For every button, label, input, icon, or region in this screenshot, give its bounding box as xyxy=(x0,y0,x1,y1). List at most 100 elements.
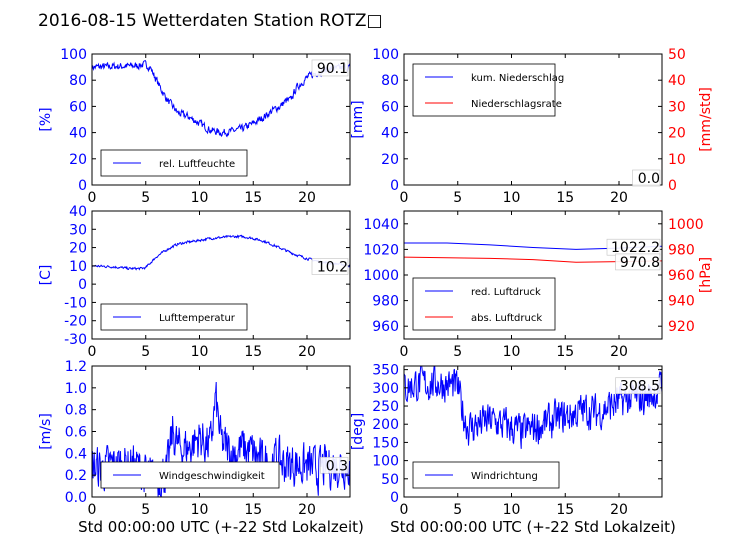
value-annotation-temperature: 10.2 xyxy=(317,259,348,275)
y-tick-label-pressure: 980 xyxy=(372,294,399,310)
y-tick-label-pressure: 1020 xyxy=(363,242,399,258)
series-line-winddirection-0 xyxy=(404,366,662,449)
y-tick-label-temperature: 40 xyxy=(69,204,87,220)
axes-frame-temperature xyxy=(91,210,351,340)
x-tick-label-precipitation: 20 xyxy=(610,190,628,206)
y-tick-label-precipitation: 80 xyxy=(381,73,399,89)
x-tick-label-windspeed: 15 xyxy=(244,502,262,518)
x-tick-label-temperature: 15 xyxy=(244,344,262,360)
y-tick-label-precipitation: 20 xyxy=(381,152,399,168)
value-badge-humidity xyxy=(311,59,349,77)
panel-pressure: 0 5 10 15 20 960 980 1000 1020 1040 920 940 960 980 10… xyxy=(363,210,714,360)
y-axis-label-right-pressure: [hPa] xyxy=(698,257,714,293)
legend-precipitation xyxy=(412,63,556,117)
y-tick-label-winddirection: 50 xyxy=(381,472,399,488)
y-tick-label-precipitation: 40 xyxy=(381,126,399,142)
x-tick-label-winddirection: 0 xyxy=(400,502,409,518)
x-tick-label-temperature: 5 xyxy=(141,344,150,360)
panel-winddirection: 0 5 10 15 20050100150200250300350[deg]Windri… xyxy=(350,363,663,518)
y-tick-label-pressure: 960 xyxy=(372,319,399,335)
x-tick-label-humidity: 20 xyxy=(298,190,316,206)
x-tick-label-windspeed: 10 xyxy=(191,502,209,518)
x-tick-label-windspeed: 5 xyxy=(141,502,150,518)
legend-label-pressure: abs. Luftdruck xyxy=(471,313,542,324)
y-tick-label-windspeed: 0.4 xyxy=(65,446,87,462)
value-badge-windspeed xyxy=(320,456,349,474)
y-tick-label-windspeed: 0.2 xyxy=(65,468,87,484)
x-tick-label-precipitation: 15 xyxy=(556,190,574,206)
value-annotation-precipitation: 0.0 xyxy=(638,171,660,187)
axes-frame-precipitation xyxy=(403,53,663,186)
figure-title: 2016-08-15 Wetterdaten Station ROTZ□ xyxy=(38,11,383,31)
y-axis-label-humidity: [%] xyxy=(38,107,54,131)
series-line-temperature-0 xyxy=(92,234,350,271)
x-tick-label-pressure: 5 xyxy=(453,344,462,360)
y-tick-label-temperature: -30 xyxy=(64,332,87,348)
y-tick-label-pressure: 1040 xyxy=(363,217,399,233)
x-tick-label-winddirection: 10 xyxy=(503,502,521,518)
y-tick-label-windspeed: 1.0 xyxy=(65,381,87,397)
y-tick-label-humidity: 20 xyxy=(69,152,87,168)
x-tick-label-windspeed: 20 xyxy=(298,502,316,518)
legend-label-pressure: red. Luftdruck xyxy=(471,287,541,298)
x-tick-label-winddirection: 20 xyxy=(610,502,628,518)
legend-label-humidity: rel. Luftfeuchte xyxy=(159,159,235,170)
series-line-windspeed-0 xyxy=(92,381,350,497)
value-annotation-windspeed: 0.3 xyxy=(326,458,348,474)
panel-humidity: 0 5 10 15 20 0 20 40 60 80 100 [%] rel. Luftfeuchte 9… xyxy=(38,47,351,206)
y-tick-right-label-precipitation: 30 xyxy=(668,99,686,115)
x-axis-label-left: Std 00:00:00 UTC (+-22 Std Lokalzeit) xyxy=(78,518,364,536)
y-axis-label-windspeed: [m/s] xyxy=(38,413,54,450)
y-tick-right-label-pressure: 940 xyxy=(668,294,695,310)
y-tick-label-temperature: 0 xyxy=(78,277,87,293)
y-tick-right-label-precipitation: 40 xyxy=(668,73,686,89)
value-badge-winddirection xyxy=(615,377,661,395)
x-tick-label-winddirection: 15 xyxy=(556,502,574,518)
y-axis-label-precipitation: [mm] xyxy=(350,100,366,138)
x-tick-label-windspeed: 0 xyxy=(88,502,97,518)
value-badge-pressure xyxy=(615,253,661,271)
panel-temperature: 0 5 10 15 20 -30 -20 -10 0 10 20 30 40 [C] Lufttempera… xyxy=(38,204,351,360)
y-tick-label-winddirection: 300 xyxy=(372,381,399,397)
y-tick-label-precipitation: 0 xyxy=(390,178,399,194)
x-tick-label-pressure: 15 xyxy=(556,344,574,360)
legend-label-temperature: Lufttemperatur xyxy=(159,313,236,324)
value-annotation-humidity: 90.1 xyxy=(317,61,348,77)
y-tick-label-temperature: -20 xyxy=(64,314,87,330)
value-annotation-pressure: 1022.2 xyxy=(611,240,660,256)
x-tick-label-temperature: 20 xyxy=(298,344,316,360)
legend-label-windspeed: Windgeschwindigkeit xyxy=(159,471,265,482)
y-tick-label-temperature: -10 xyxy=(64,295,87,311)
x-tick-label-humidity: 0 xyxy=(88,190,97,206)
legend-label-precipitation: Niederschlagsrate xyxy=(471,99,562,110)
y-tick-right-label-precipitation: 0 xyxy=(668,178,677,194)
y-axis-label-winddirection: [deg] xyxy=(350,413,366,450)
y-tick-label-windspeed: 0.0 xyxy=(65,490,87,506)
y-tick-label-temperature: 10 xyxy=(69,259,87,275)
legend-label-winddirection: Windrichtung xyxy=(471,471,538,482)
x-axis-label-right: Std 00:00:00 UTC (+-22 Std Lokalzeit) xyxy=(390,518,676,536)
y-tick-right-label-precipitation: 10 xyxy=(668,152,686,168)
y-tick-label-humidity: 0 xyxy=(78,178,87,194)
x-tick-label-humidity: 15 xyxy=(244,190,262,206)
value-badge-precipitation xyxy=(632,169,661,187)
panel-precipitation: 0 5 10 15 20 0 20 40 60 80 100 0 10 20 30 40 50 [mm] [mm/s… xyxy=(350,47,714,206)
y-tick-right-label-pressure: 980 xyxy=(668,242,695,258)
y-tick-right-label-precipitation: 20 xyxy=(668,126,686,142)
series-line-humidity-0 xyxy=(92,59,350,138)
x-tick-label-pressure: 0 xyxy=(400,344,409,360)
value-badge-temperature xyxy=(311,258,349,275)
y-tick-label-pressure: 1000 xyxy=(363,268,399,284)
y-tick-label-winddirection: 200 xyxy=(372,417,399,433)
legend-label-precipitation: kum. Niederschlag xyxy=(471,73,564,84)
y-tick-right-label-pressure: 1000 xyxy=(668,217,704,233)
y-tick-label-windspeed: 0.8 xyxy=(65,403,87,419)
x-tick-label-precipitation: 0 xyxy=(400,190,409,206)
axes-frame-winddirection xyxy=(403,365,663,498)
x-tick-label-temperature: 0 xyxy=(88,344,97,360)
value-annotation-pressure: 970.8 xyxy=(620,255,660,271)
x-tick-label-pressure: 10 xyxy=(503,344,521,360)
x-tick-label-precipitation: 10 xyxy=(503,190,521,206)
y-tick-label-precipitation: 60 xyxy=(381,99,399,115)
